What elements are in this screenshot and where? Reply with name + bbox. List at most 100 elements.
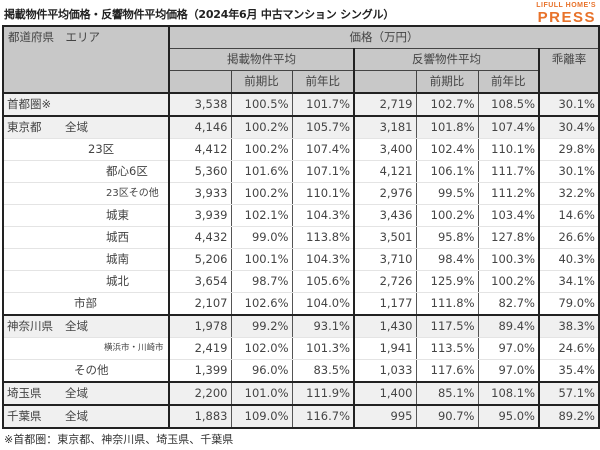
listing-yoy: 104.0% bbox=[291, 292, 355, 316]
response-price: 3,436 bbox=[353, 204, 417, 227]
area-cell: 神奈川県 全域 bbox=[2, 314, 170, 338]
divergence-rate: 26.6% bbox=[538, 226, 600, 249]
header-divergence: 乖離率 bbox=[538, 48, 600, 94]
area-label: 全域 bbox=[65, 386, 88, 400]
response-qoq: 95.8% bbox=[415, 226, 479, 249]
listing-yoy: 105.6% bbox=[291, 270, 355, 293]
response-qoq: 102.7% bbox=[415, 92, 479, 117]
divergence-rate: 40.3% bbox=[538, 248, 600, 271]
area-label: 全域 bbox=[65, 319, 88, 333]
area-label: 市部 bbox=[74, 296, 97, 310]
table-row: 城東 3,939 102.1% 104.3% 3,436 100.2% 103.4% 14.6… bbox=[2, 204, 600, 227]
header-listing: 掲載物件平均 bbox=[168, 48, 355, 71]
prefecture-label: 東京都 bbox=[7, 120, 42, 134]
divergence-rate: 57.1% bbox=[538, 381, 600, 406]
header-area: 都道府県 エリア bbox=[2, 25, 170, 94]
logo-top-text: LIFULL HOME'S bbox=[536, 2, 596, 9]
header-response: 反響物件平均 bbox=[353, 48, 540, 71]
table-row: 埼玉県 全域 2,200 101.0% 111.9% 1,400 85.1% 108.1% 57… bbox=[2, 381, 600, 406]
response-qoq: 99.5% bbox=[415, 182, 479, 205]
listing-yoy: 101.7% bbox=[291, 92, 355, 117]
listing-yoy: 111.9% bbox=[291, 381, 355, 406]
response-qoq: 113.5% bbox=[415, 337, 479, 360]
table-row: 神奈川県 全域 1,978 99.2% 93.1% 1,430 117.5% 89.4% 38.… bbox=[2, 314, 600, 338]
area-cell: 市部 bbox=[2, 292, 170, 316]
listing-qoq: 101.0% bbox=[230, 381, 293, 406]
response-yoy: 108.1% bbox=[477, 381, 540, 406]
table-row: 都心6区 5,360 101.6% 107.1% 4,121 106.1% 111.7% 30… bbox=[2, 160, 600, 183]
response-qoq: 85.1% bbox=[415, 381, 479, 406]
response-price: 1,430 bbox=[353, 314, 417, 338]
divergence-rate: 29.8% bbox=[538, 138, 600, 161]
prefecture-label: 埼玉県 bbox=[7, 386, 42, 400]
response-price: 1,941 bbox=[353, 337, 417, 360]
area-label: 城北 bbox=[106, 274, 129, 288]
response-price: 2,726 bbox=[353, 270, 417, 293]
listing-price: 3,538 bbox=[168, 92, 232, 117]
response-yoy: 111.7% bbox=[477, 160, 540, 183]
response-yoy: 100.2% bbox=[477, 270, 540, 293]
area-cell: 23区その他 bbox=[2, 182, 170, 205]
listing-qoq: 100.2% bbox=[230, 115, 293, 139]
listing-qoq: 102.1% bbox=[230, 204, 293, 227]
response-yoy: 82.7% bbox=[477, 292, 540, 316]
table-row: 東京都 全域 4,146 100.2% 105.7% 3,181 101.8% 107.4% 3… bbox=[2, 115, 600, 139]
listing-qoq: 100.2% bbox=[230, 138, 293, 161]
area-cell: 23区 bbox=[2, 138, 170, 161]
response-qoq: 106.1% bbox=[415, 160, 479, 183]
response-qoq: 101.8% bbox=[415, 115, 479, 139]
table-row: 城西 4,432 99.0% 113.8% 3,501 95.8% 127.8% 26.6% bbox=[2, 226, 600, 249]
listing-price: 2,107 bbox=[168, 292, 232, 316]
table-row: その他 1,399 96.0% 83.5% 1,033 117.6% 97.0% 35.4% bbox=[2, 359, 600, 383]
area-label: 23区 bbox=[88, 142, 115, 156]
response-yoy: 97.0% bbox=[477, 337, 540, 360]
area-cell: 都心6区 bbox=[2, 160, 170, 183]
area-label: 城東 bbox=[106, 208, 129, 222]
divergence-rate: 79.0% bbox=[538, 292, 600, 316]
table-row: 23区その他 3,933 100.2% 110.1% 2,976 99.5% 111.2% 3… bbox=[2, 182, 600, 205]
response-price: 2,976 bbox=[353, 182, 417, 205]
table-row: 横浜市・川崎市 2,419 102.0% 101.3% 1,941 113.5% 97.0%… bbox=[2, 337, 600, 360]
area-cell: 千葉県 全域 bbox=[2, 404, 170, 429]
response-price: 1,177 bbox=[353, 292, 417, 316]
listing-yoy: 101.3% bbox=[291, 337, 355, 360]
header-response-blank bbox=[353, 70, 417, 94]
response-qoq: 117.6% bbox=[415, 359, 479, 383]
header-response-qoq: 前期比 bbox=[415, 70, 479, 94]
listing-price: 1,883 bbox=[168, 404, 232, 429]
listing-qoq: 99.2% bbox=[230, 314, 293, 338]
price-table: 都道府県 エリア 価格（万円） 掲載物件平均 反響物件平均 乖離率 前期比 前年… bbox=[2, 25, 600, 429]
response-price: 995 bbox=[353, 404, 417, 429]
response-qoq: 111.8% bbox=[415, 292, 479, 316]
response-yoy: 103.4% bbox=[477, 204, 540, 227]
listing-qoq: 102.6% bbox=[230, 292, 293, 316]
divergence-rate: 24.6% bbox=[538, 337, 600, 360]
response-price: 1,033 bbox=[353, 359, 417, 383]
area-cell: 城東 bbox=[2, 204, 170, 227]
page-title: 掲載物件平均価格・反響物件平均価格（2024年6月 中古マンション シングル） bbox=[4, 8, 395, 21]
table-row: 市部 2,107 102.6% 104.0% 1,177 111.8% 82.7% 79.0% bbox=[2, 292, 600, 316]
response-qoq: 98.4% bbox=[415, 248, 479, 271]
response-yoy: 111.2% bbox=[477, 182, 540, 205]
divergence-rate: 30.1% bbox=[538, 160, 600, 183]
table-row: 城北 3,654 98.7% 105.6% 2,726 125.9% 100.2% 34.1% bbox=[2, 270, 600, 293]
area-label: 横浜市・川崎市 bbox=[104, 343, 164, 353]
response-price: 3,181 bbox=[353, 115, 417, 139]
area-label: 都心6区 bbox=[106, 164, 148, 178]
listing-price: 3,933 bbox=[168, 182, 232, 205]
listing-yoy: 105.7% bbox=[291, 115, 355, 139]
prefecture-label: 首都圏※ bbox=[7, 97, 52, 111]
logo-bottom-text: PRESS bbox=[537, 9, 596, 26]
divergence-rate: 30.1% bbox=[538, 92, 600, 117]
listing-price: 2,200 bbox=[168, 381, 232, 406]
listing-yoy: 110.1% bbox=[291, 182, 355, 205]
lifull-homes-press-logo: LIFULL HOME'S PRESS bbox=[536, 2, 596, 25]
response-price: 4,121 bbox=[353, 160, 417, 183]
listing-yoy: 93.1% bbox=[291, 314, 355, 338]
listing-price: 1,978 bbox=[168, 314, 232, 338]
response-price: 1,400 bbox=[353, 381, 417, 406]
listing-price: 1,399 bbox=[168, 359, 232, 383]
area-cell: 首都圏※ bbox=[2, 92, 170, 117]
header-listing-blank bbox=[168, 70, 232, 94]
listing-qoq: 100.1% bbox=[230, 248, 293, 271]
